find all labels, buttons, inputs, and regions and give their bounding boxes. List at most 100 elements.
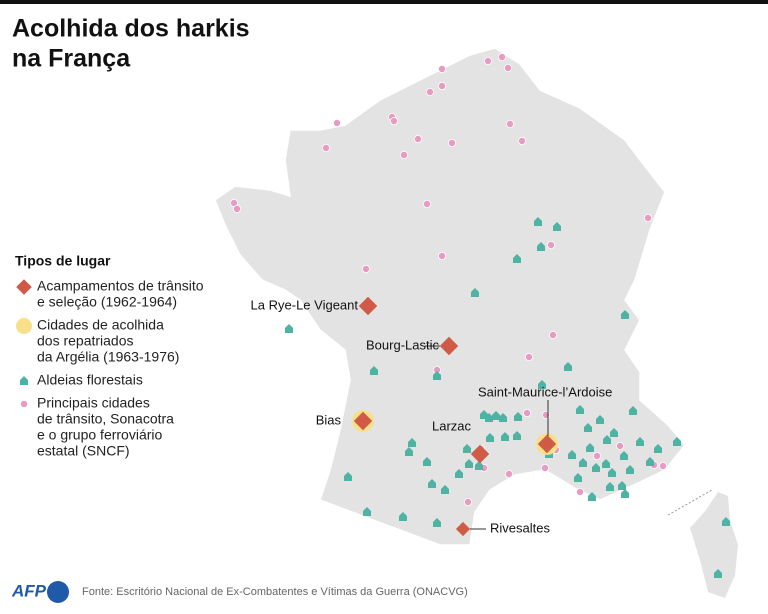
legend-label: da Argélia (1963-1976): [37, 349, 179, 365]
forest-village: [475, 461, 483, 470]
forest-village: [285, 324, 293, 333]
forest-village: [405, 447, 413, 456]
place-label: La Rye-Le Vigeant: [251, 297, 359, 312]
forest-village: [584, 423, 592, 432]
forest-village: [574, 473, 582, 482]
city-dot: [389, 117, 398, 126]
city-dot: [525, 352, 534, 361]
legend-label: Cidades de acolhida: [37, 317, 164, 333]
place-label: Bias: [316, 412, 342, 427]
forest-village: [433, 518, 441, 527]
forest-village: [618, 481, 626, 490]
city-dot: [504, 469, 513, 478]
legend-label: Principais cidades: [37, 395, 150, 411]
city-dot: [518, 136, 527, 145]
forest-village: [620, 451, 628, 460]
forest-village: [455, 469, 463, 478]
city-dot: [659, 461, 668, 470]
forest-village: [344, 472, 352, 481]
transit-camp: [470, 444, 490, 464]
forest-village: [538, 380, 546, 389]
city-dot: [437, 65, 446, 74]
forest-village: [553, 222, 561, 231]
city-dot: [503, 64, 512, 73]
place-label: Bourg-Lastic: [366, 337, 439, 352]
city-dot: [437, 251, 446, 260]
city-dot: [463, 497, 472, 506]
transit-camp: [537, 434, 557, 454]
city-dot: [361, 264, 370, 273]
city-dot: [547, 240, 556, 249]
forest-village: [568, 450, 576, 459]
forest-village: [592, 463, 600, 472]
forest-village: [514, 412, 522, 421]
city-dot: [576, 487, 585, 496]
city-dot: [505, 120, 514, 129]
forest-village: [629, 406, 637, 415]
legend-label: de trânsito, Sonacotra: [37, 411, 174, 427]
city-dot: [447, 138, 456, 147]
city-dot: [593, 451, 602, 460]
forest-village: [596, 415, 604, 424]
legend-label: e o grupo ferroviário: [37, 427, 163, 443]
transit-camp: [358, 296, 378, 316]
forest-village: [486, 433, 494, 442]
city-dot: [616, 441, 625, 450]
city-dot: [542, 410, 551, 419]
forest-village: [603, 435, 611, 444]
transit-camp: [455, 521, 471, 537]
forest-village: [588, 492, 596, 501]
transit-camp: [16, 279, 32, 295]
forest-village: [576, 405, 584, 414]
forest-village: [646, 457, 654, 466]
forest-village: [513, 431, 521, 440]
forest-village: [399, 512, 407, 521]
logo-circle: [47, 581, 69, 603]
city-dot: [549, 330, 558, 339]
city-dot: [422, 199, 431, 208]
forest-village: [428, 479, 436, 488]
city-dot: [437, 82, 446, 91]
forest-village: [606, 482, 614, 491]
source: Fonte: Escritório Nacional de Ex-Combate…: [82, 586, 468, 598]
forest-village: [602, 459, 610, 468]
place-label: Saint-Maurice-l’Ardoise: [478, 384, 612, 399]
forest-village: [534, 217, 542, 226]
forest-village: [463, 444, 471, 453]
city-dot: [332, 119, 341, 128]
forest-village: [586, 443, 594, 452]
forest-village: [363, 507, 371, 516]
forest-village: [654, 444, 662, 453]
forest-village: [499, 413, 507, 422]
forest-village: [513, 254, 521, 263]
france-mainland: [214, 47, 686, 546]
forest-village: [20, 376, 28, 385]
forest-village: [408, 438, 416, 447]
forest-village: [714, 569, 722, 578]
place-label: Larzac: [432, 418, 472, 433]
forest-village: [485, 413, 493, 422]
legend-title: Tipos de lugar: [15, 253, 111, 269]
markers: La Rye-Le Vigeant Bourg-Lastic Saint-Mauri…: [229, 53, 730, 578]
legend-label: estatal (SNCF): [37, 443, 130, 459]
forest-village: [471, 288, 479, 297]
city-dot: [541, 463, 550, 472]
forest-village: [621, 489, 629, 498]
city-dot: [321, 143, 330, 152]
city-dot: [497, 53, 506, 62]
forest-village: [423, 457, 431, 466]
legend-label: dos repatriados: [37, 333, 134, 349]
city-dot: [413, 134, 422, 143]
forest-village: [492, 411, 500, 420]
title: Acolhida dos harkis: [12, 15, 250, 43]
corsica: [690, 492, 738, 598]
forest-village: [621, 310, 629, 319]
forest-village: [579, 458, 587, 467]
forest-village: [608, 468, 616, 477]
forest-village: [370, 366, 378, 375]
city-dot: [399, 150, 408, 159]
transit-camp: [439, 336, 459, 356]
forest-village: [564, 362, 572, 371]
